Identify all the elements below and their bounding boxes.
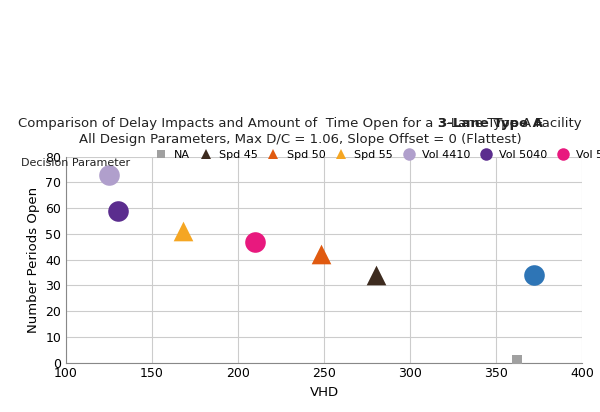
Point <box>250 238 260 245</box>
Point <box>529 272 539 279</box>
Text: 3-Lane Type A: 3-Lane Type A <box>438 117 542 130</box>
Text: Comparison of Delay Impacts and Amount of  Time Open for a 3-Lane Type A Facilit: Comparison of Delay Impacts and Amount o… <box>18 117 582 130</box>
Legend: NA, Spd 45, Spd 50, Spd 55, Vol 4410, Vol 5040, Vol 5670, Vol 6300: NA, Spd 45, Spd 50, Spd 55, Vol 4410, Vo… <box>149 150 600 159</box>
Text: All Design Parameters, Max D/C = 1.06, Slope Offset = 0 (Flattest): All Design Parameters, Max D/C = 1.06, S… <box>79 133 521 146</box>
Text: Decision Parameter: Decision Parameter <box>21 158 130 168</box>
Point <box>113 207 122 214</box>
Point <box>178 228 188 234</box>
Point <box>104 171 114 178</box>
Point <box>512 357 521 363</box>
Point <box>371 272 380 279</box>
Y-axis label: Number Periods Open: Number Periods Open <box>26 187 40 332</box>
X-axis label: VHD: VHD <box>310 386 338 399</box>
Point <box>316 251 325 258</box>
